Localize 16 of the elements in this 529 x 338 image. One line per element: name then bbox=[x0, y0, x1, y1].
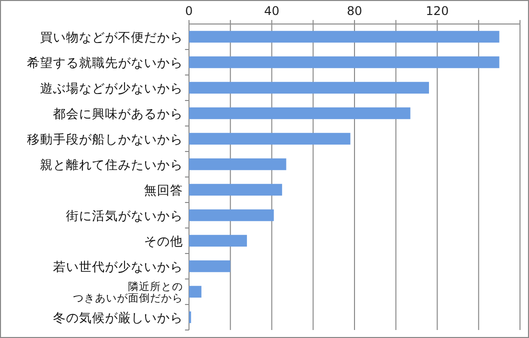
y-tick-label: 無回答 bbox=[144, 182, 183, 198]
y-tick-label: その他 bbox=[144, 233, 183, 248]
y-tick-label: 都会に興味があるから bbox=[53, 106, 183, 121]
y-tick-label: 希望する就職先がないから bbox=[27, 54, 183, 70]
y-tick-label: 買い物などが不便だから bbox=[40, 29, 183, 44]
y-tick-label: 若い世代が少ないから bbox=[53, 258, 183, 274]
y-tick-label: 親と離れて住みたいから bbox=[40, 156, 183, 172]
x-tick-label: 0 bbox=[185, 4, 193, 18]
y-tick-label: 遊ぶ場などが少ないから bbox=[40, 80, 183, 96]
x-tick-label: 120 bbox=[426, 4, 449, 18]
y-tick-label: 街に活気がないから bbox=[66, 208, 183, 223]
y-tick-label: 移動手段が船しかないから bbox=[27, 131, 183, 146]
y-tick-label: 隣近所とのつきあいが面倒だから bbox=[73, 280, 183, 304]
x-tick-label: 40 bbox=[264, 4, 280, 18]
x-tick-label: 80 bbox=[346, 4, 362, 18]
y-tick-label: 冬の気候が厳しいから bbox=[53, 310, 183, 325]
